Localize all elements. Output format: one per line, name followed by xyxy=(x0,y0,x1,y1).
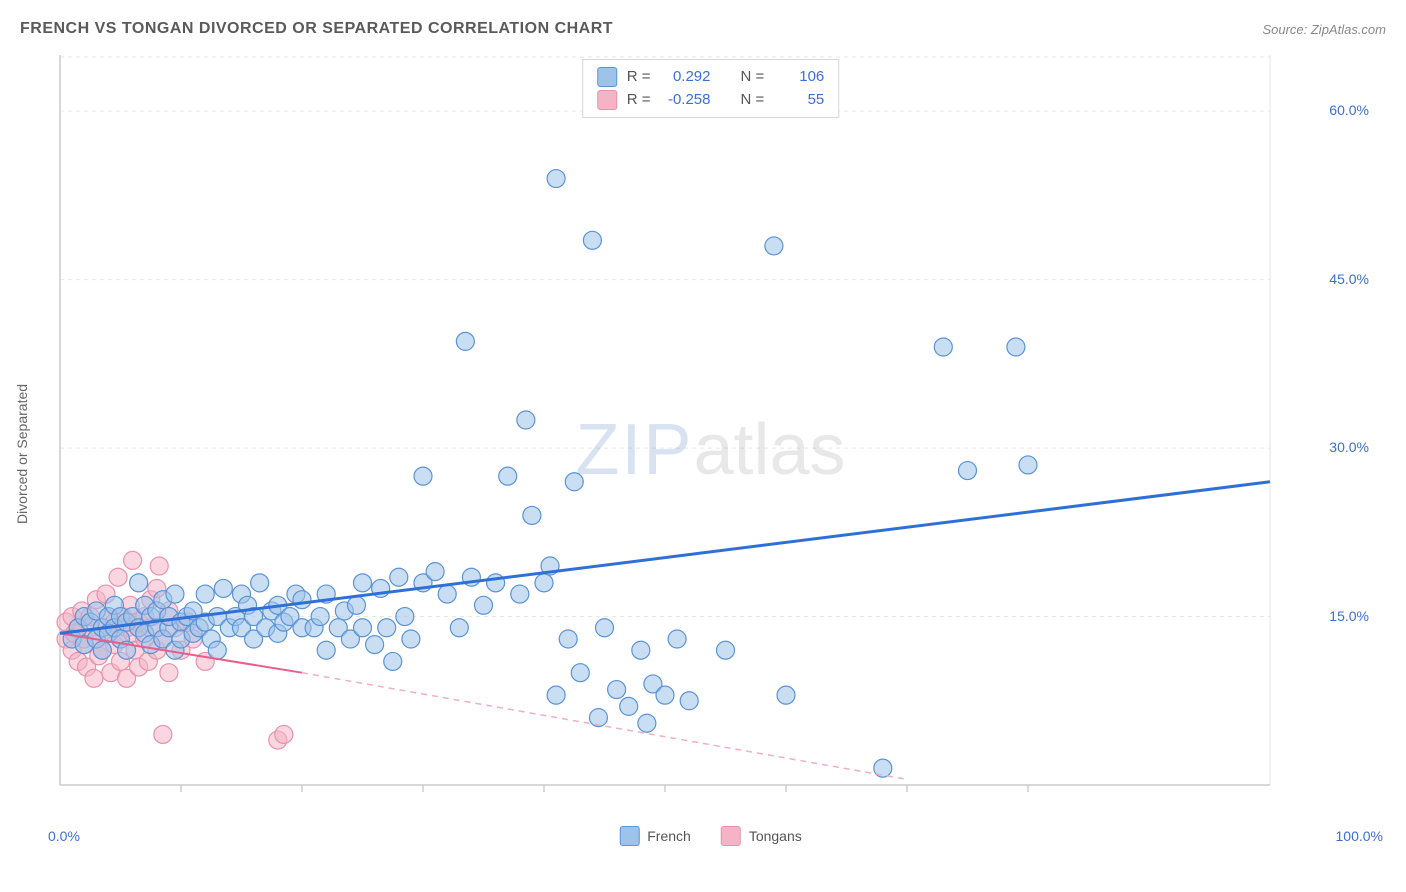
y-axis-label: Divorced or Separated xyxy=(14,383,30,523)
chart-area: Divorced or Separated ZIPatlas R = 0.292… xyxy=(50,55,1371,852)
legend-item-series1: French xyxy=(619,826,691,846)
n-value: 55 xyxy=(774,89,824,112)
y-tick-label: 30.0% xyxy=(1329,439,1369,455)
r-label: R = xyxy=(627,66,651,89)
y-tick-label: 45.0% xyxy=(1329,271,1369,287)
source-value: ZipAtlas.com xyxy=(1311,22,1386,37)
stats-row-series1: R = 0.292 N = 106 xyxy=(597,66,825,89)
source-attribution: Source: ZipAtlas.com xyxy=(1262,22,1386,37)
y-tick-label: 15.0% xyxy=(1329,608,1369,624)
swatch-series2 xyxy=(721,826,741,846)
n-label: N = xyxy=(741,66,765,89)
y-tick-label: 60.0% xyxy=(1329,102,1369,118)
correlation-stats-box: R = 0.292 N = 106 R = -0.258 N = 55 xyxy=(582,59,840,118)
n-value: 106 xyxy=(774,66,824,89)
x-axis-min-label: 0.0% xyxy=(48,828,80,844)
n-label: N = xyxy=(741,89,765,112)
chart-title: FRENCH VS TONGAN DIVORCED OR SEPARATED C… xyxy=(20,20,613,38)
source-label: Source: xyxy=(1262,22,1310,37)
legend-item-series2: Tongans xyxy=(721,826,802,846)
swatch-series2 xyxy=(597,90,617,110)
r-label: R = xyxy=(627,89,651,112)
r-value: -0.258 xyxy=(661,89,711,112)
swatch-series1 xyxy=(619,826,639,846)
legend-label: Tongans xyxy=(749,828,802,844)
scatter-chart-svg xyxy=(50,55,1330,815)
legend: French Tongans xyxy=(619,826,802,846)
legend-label: French xyxy=(647,828,691,844)
stats-row-series2: R = -0.258 N = 55 xyxy=(597,89,825,112)
x-axis-max-label: 100.0% xyxy=(1336,828,1383,844)
r-value: 0.292 xyxy=(661,66,711,89)
swatch-series1 xyxy=(597,67,617,87)
